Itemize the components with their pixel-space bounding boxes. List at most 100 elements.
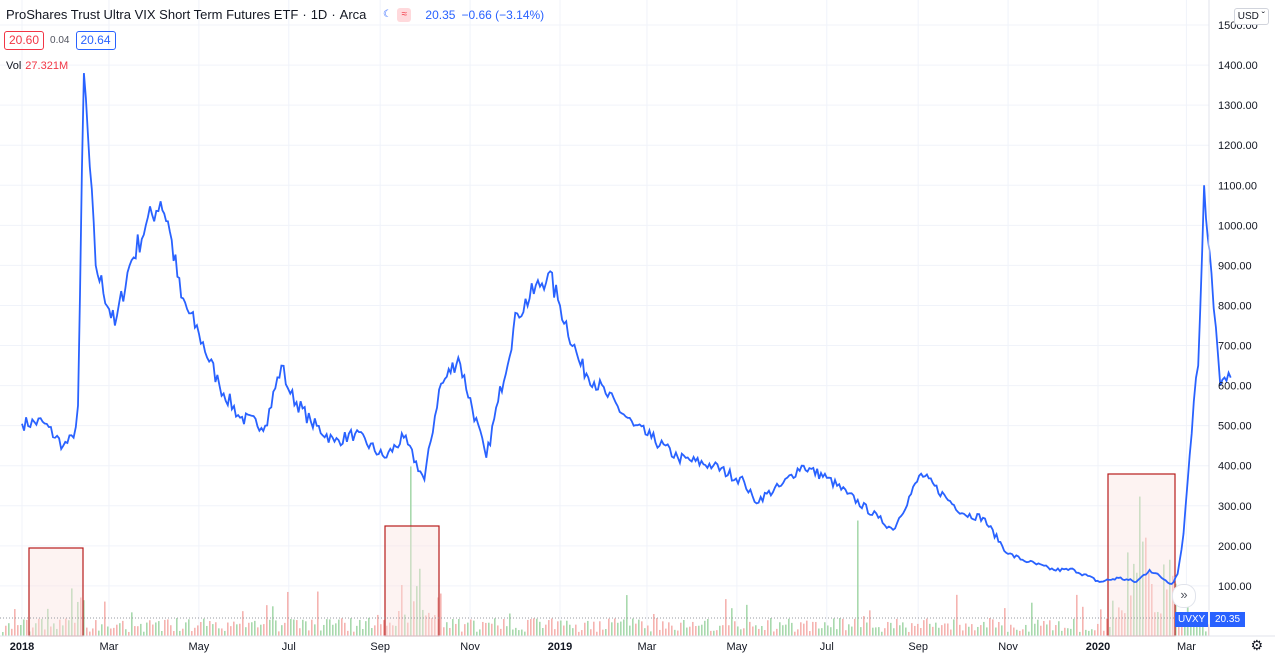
volume-bar xyxy=(128,631,130,636)
gear-icon[interactable]: ⚙ xyxy=(1250,637,1263,653)
volume-bar xyxy=(98,630,100,636)
volume-bar xyxy=(503,619,505,636)
volume-bar xyxy=(146,622,148,636)
y-tick-label: 1400.00 xyxy=(1218,60,1258,72)
volume-bar xyxy=(368,617,370,636)
volume-bar xyxy=(131,612,133,636)
volume-bar xyxy=(701,624,703,636)
volume-bar xyxy=(533,618,535,636)
volume-bar xyxy=(20,624,22,636)
volume-bar xyxy=(209,621,211,636)
volume-bar xyxy=(287,591,289,636)
volume-bar xyxy=(806,620,808,636)
volume-bar xyxy=(1184,624,1186,636)
time-axis: 2018 Mar May Jul Sep Nov 2019 Mar May Jul Sep Nov 20… xyxy=(10,641,1196,653)
wave-icon[interactable]: ≈ xyxy=(397,7,412,22)
volume-bar xyxy=(269,619,271,636)
volume-bar xyxy=(926,618,928,636)
double-chevron-right-icon[interactable]: » xyxy=(1172,584,1196,608)
volume-bar xyxy=(281,625,283,636)
volume-bar xyxy=(1124,613,1126,636)
volume-bar xyxy=(1166,589,1168,636)
volume-bar xyxy=(332,624,334,636)
volume-bar xyxy=(974,630,976,636)
volume-bar xyxy=(743,628,745,636)
volume-bar xyxy=(449,627,451,636)
volume-bar xyxy=(398,610,400,636)
volume-value: 27.321M xyxy=(25,60,69,72)
volume-bar xyxy=(560,620,562,636)
volume-bar xyxy=(1157,611,1159,636)
volume-bar xyxy=(698,625,700,636)
volume-bar xyxy=(644,628,646,636)
volume-bar xyxy=(848,624,850,636)
volume-bar xyxy=(26,619,28,636)
highlight-box xyxy=(384,525,440,637)
volume-bar xyxy=(104,601,106,636)
volume-bar xyxy=(242,611,244,636)
volume-bar xyxy=(917,623,919,636)
y-tick-label: 200.00 xyxy=(1218,541,1252,553)
volume-bar xyxy=(506,626,508,636)
currency-button[interactable]: USD ˇ xyxy=(1233,8,1269,25)
volume-bar xyxy=(305,621,307,636)
volume-bar xyxy=(899,625,901,636)
volume-bar xyxy=(668,622,670,636)
bid-price[interactable]: 20.60 xyxy=(4,31,45,50)
volume-bar xyxy=(125,629,127,636)
volume-bar xyxy=(1181,625,1183,636)
volume-bar xyxy=(965,623,967,636)
volume-bar xyxy=(683,619,685,636)
moon-icon[interactable]: ☾ xyxy=(382,9,392,20)
volume-bar xyxy=(344,622,346,636)
volume-bar xyxy=(140,623,142,636)
volume-bar xyxy=(296,620,298,636)
volume-bar xyxy=(404,614,406,636)
interval-label[interactable]: 1D xyxy=(310,7,328,22)
volume-bar xyxy=(770,618,772,636)
volume-bar xyxy=(401,585,403,636)
volume-bar xyxy=(932,626,934,636)
volume-bar xyxy=(788,618,790,636)
volume-bar xyxy=(110,628,112,636)
volume-bar xyxy=(83,600,85,636)
symbol-title[interactable]: ProShares Trust Ultra VIX Short Term Fut… xyxy=(6,7,299,22)
x-tick-label: Nov xyxy=(998,641,1018,653)
volume-bar xyxy=(170,625,172,636)
volume-bar xyxy=(239,623,241,636)
highlight-box xyxy=(1107,473,1176,637)
volume-bar xyxy=(692,621,694,636)
volume-bar xyxy=(662,621,664,636)
volume-bar xyxy=(278,631,280,636)
volume-bar xyxy=(722,625,724,636)
volume-bar xyxy=(365,621,367,636)
volume-bar xyxy=(626,595,628,636)
volume-bar xyxy=(1016,629,1018,636)
volume-bar xyxy=(737,626,739,636)
volume-bar xyxy=(836,629,838,636)
y-tick-label: 100.00 xyxy=(1218,581,1252,593)
volume-bar xyxy=(596,631,598,636)
volume-bar xyxy=(521,629,523,636)
price-line xyxy=(21,73,1232,585)
volume-bar xyxy=(8,623,10,636)
volume-bar xyxy=(953,619,955,636)
volume-bar xyxy=(347,630,349,636)
volume-bar xyxy=(113,627,115,636)
volume-bar xyxy=(419,568,421,636)
volume-bar xyxy=(530,619,532,636)
volume-bar xyxy=(215,622,217,636)
volume-bar xyxy=(14,609,16,636)
volume-bar xyxy=(881,631,883,636)
volume-bar xyxy=(470,619,472,636)
volume-bar xyxy=(572,628,574,636)
volume-bar xyxy=(569,624,571,636)
ask-price[interactable]: 20.64 xyxy=(75,31,116,50)
volume-bar xyxy=(515,627,517,636)
x-tick-label: 2019 xyxy=(548,641,572,653)
volume-bar xyxy=(362,628,364,636)
volume-bar xyxy=(1169,559,1171,636)
volume-bar xyxy=(464,624,466,636)
volume-bar xyxy=(179,630,181,636)
